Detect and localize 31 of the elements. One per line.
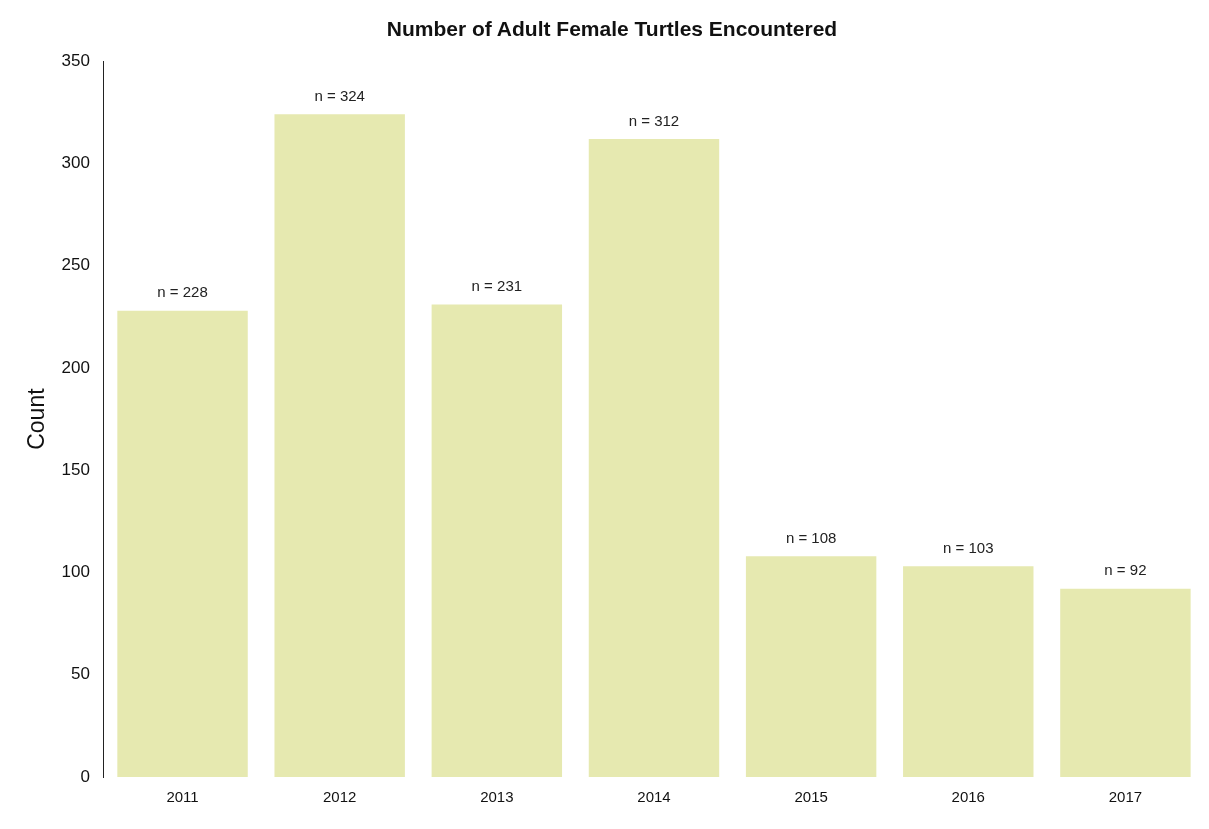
y-tick-label: 300	[61, 153, 90, 173]
y-tick-label: 50	[71, 664, 90, 684]
chart-title: Number of Adult Female Turtles Encountered	[386, 17, 838, 41]
data-label: n = 103	[943, 538, 994, 556]
y-tick-label: 200	[61, 357, 90, 377]
data-label: n = 231	[471, 277, 523, 295]
y-tick-label: 250	[61, 255, 90, 275]
bar	[588, 138, 720, 777]
x-tick-label: 2012	[323, 788, 357, 806]
bar	[431, 304, 563, 777]
y-tick-label: 0	[80, 766, 90, 786]
x-tick-label: 2016	[951, 788, 985, 806]
x-tick-label: 2017	[1108, 788, 1143, 806]
data-label: n = 92	[1104, 561, 1147, 579]
x-tick-label: 2013	[480, 788, 514, 806]
bar	[274, 114, 405, 777]
bar	[745, 556, 877, 777]
bar	[1060, 588, 1191, 777]
data-label: n = 312	[628, 111, 680, 129]
data-label: n = 324	[314, 87, 365, 105]
x-tick-label: 2015	[794, 788, 828, 806]
y-tick-label: 100	[61, 562, 90, 582]
data-label: n = 228	[157, 283, 208, 301]
y-tick-label: 350	[61, 50, 90, 70]
x-tick-label: 2014	[637, 788, 671, 806]
data-label: n = 108	[785, 528, 837, 546]
y-axis-title: Count	[23, 387, 50, 450]
x-tick-label: 2011	[166, 788, 199, 806]
bar	[117, 310, 248, 777]
y-tick-label: 150	[61, 459, 90, 479]
bar	[903, 566, 1034, 777]
